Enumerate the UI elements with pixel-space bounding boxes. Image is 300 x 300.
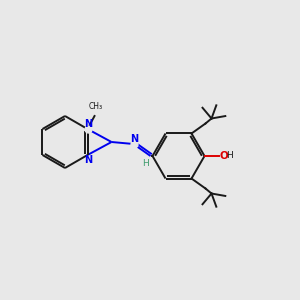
Text: N: N [85, 155, 93, 165]
Text: H: H [226, 152, 233, 160]
Text: O: O [220, 151, 228, 161]
Text: N: N [130, 134, 139, 144]
Text: CH₃: CH₃ [88, 102, 103, 111]
Text: N: N [85, 119, 93, 129]
Text: H: H [142, 158, 149, 167]
